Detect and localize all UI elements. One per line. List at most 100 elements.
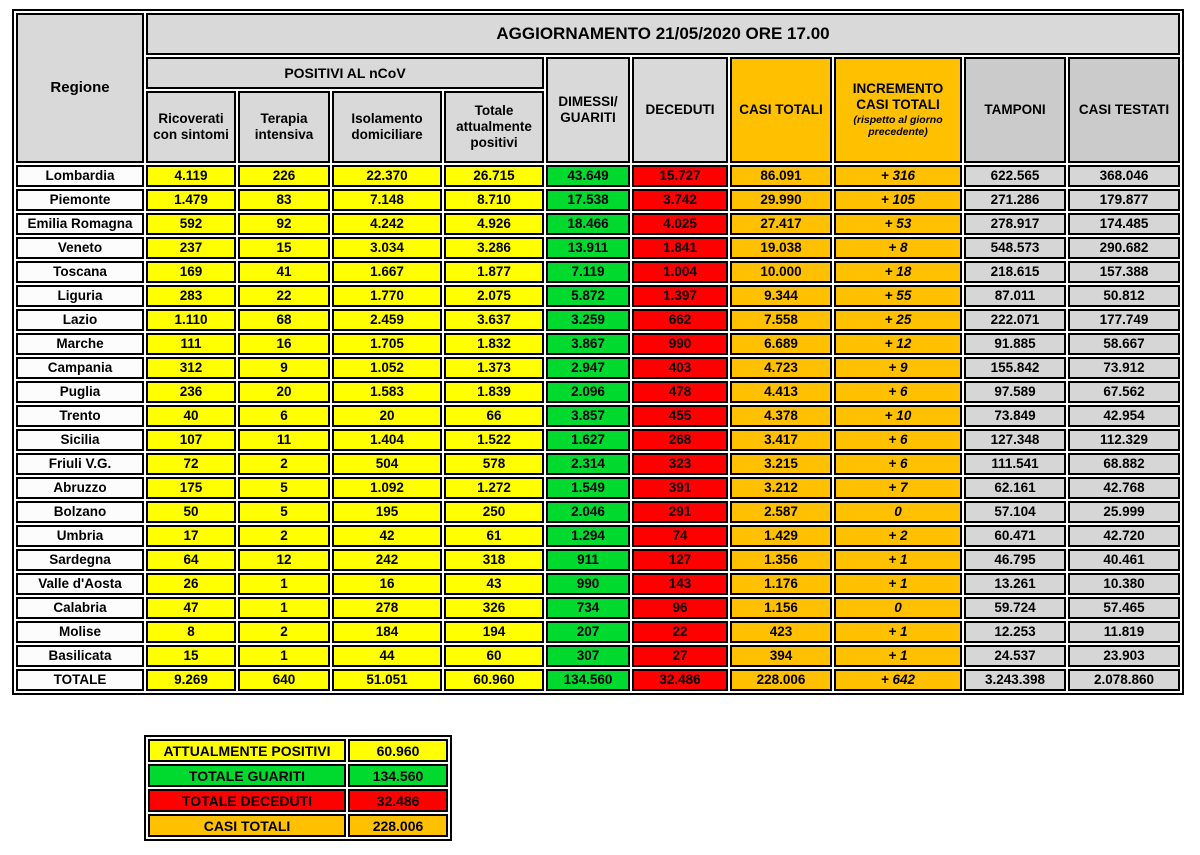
data-cell: 41 (238, 261, 330, 283)
region-label: Toscana (16, 261, 144, 283)
data-cell: 25.999 (1068, 501, 1180, 523)
data-cell: 1.429 (730, 525, 832, 547)
data-cell: 18.466 (546, 213, 630, 235)
col-header-incremento: INCREMENTO CASI TOTALI (rispetto al gior… (834, 57, 962, 163)
data-cell: + 9 (834, 357, 962, 379)
data-cell: + 1 (834, 573, 962, 595)
data-cell: 640 (238, 669, 330, 691)
col-header-dimessi-guariti: DIMESSI/ GUARITI (546, 57, 630, 163)
data-cell: 20 (332, 405, 442, 427)
data-cell: 42.954 (1068, 405, 1180, 427)
data-cell: 43.649 (546, 165, 630, 187)
data-cell: 3.212 (730, 477, 832, 499)
data-cell: 83 (238, 189, 330, 211)
data-cell: 1.627 (546, 429, 630, 451)
data-cell: 42 (332, 525, 442, 547)
data-cell: 318 (444, 549, 544, 571)
data-cell: 7.119 (546, 261, 630, 283)
data-cell: 1.052 (332, 357, 442, 379)
data-cell: 26.715 (444, 165, 544, 187)
data-cell: 290.682 (1068, 237, 1180, 259)
data-cell: 3.637 (444, 309, 544, 331)
data-cell: 455 (632, 405, 728, 427)
data-cell: + 1 (834, 549, 962, 571)
table-body: Lombardia 4.119 226 22.370 26.715 43.649 15.72… (16, 165, 1180, 691)
data-cell: 1.397 (632, 285, 728, 307)
data-cell: 10.000 (730, 261, 832, 283)
table-row: Abruzzo 175 5 1.092 1.272 1.549 391 3.212 + 7 62.… (16, 477, 1180, 499)
table-row: Piemonte 1.479 83 7.148 8.710 17.538 3.742 29.9… (16, 189, 1180, 211)
col-header-isolamento: Isolamento domiciliare (332, 91, 442, 163)
col-header-casi-totali: CASI TOTALI (730, 57, 832, 163)
data-cell: 207 (546, 621, 630, 643)
table-row: Molise 8 2 184 194 207 22 423 + 1 12.253 11.819 (16, 621, 1180, 643)
data-cell: 1.479 (146, 189, 236, 211)
data-cell: 22 (238, 285, 330, 307)
data-cell: 143 (632, 573, 728, 595)
data-cell: 155.842 (964, 357, 1066, 379)
data-cell: 86.091 (730, 165, 832, 187)
region-label: Abruzzo (16, 477, 144, 499)
region-label: Piemonte (16, 189, 144, 211)
data-cell: 6.689 (730, 333, 832, 355)
sub-header-row: Ricoverati con sintomi Terapia intensiva… (16, 91, 1180, 163)
region-label: TOTALE (16, 669, 144, 691)
data-cell: 15 (146, 645, 236, 667)
data-cell: + 10 (834, 405, 962, 427)
data-cell: 68.882 (1068, 453, 1180, 475)
data-cell: 4.378 (730, 405, 832, 427)
data-cell: 0 (834, 597, 962, 619)
data-cell: 112.329 (1068, 429, 1180, 451)
data-cell: 8 (146, 621, 236, 643)
table-row: Umbria 17 2 42 61 1.294 74 1.429 + 2 60.471 42.720 (16, 525, 1180, 547)
data-cell: 3.857 (546, 405, 630, 427)
data-cell: 9.344 (730, 285, 832, 307)
data-cell: 578 (444, 453, 544, 475)
data-cell: 268 (632, 429, 728, 451)
data-cell: 2.075 (444, 285, 544, 307)
table-row: Trento 40 6 20 66 3.857 455 4.378 + 10 73.849 42.9… (16, 405, 1180, 427)
data-cell: 51.051 (332, 669, 442, 691)
data-cell: 22.370 (332, 165, 442, 187)
data-cell: 0 (834, 501, 962, 523)
data-cell: 27.417 (730, 213, 832, 235)
data-cell: + 642 (834, 669, 962, 691)
data-cell: 1.092 (332, 477, 442, 499)
data-cell: 57.104 (964, 501, 1066, 523)
data-cell: 169 (146, 261, 236, 283)
data-cell: 12 (238, 549, 330, 571)
data-cell: 3.243.398 (964, 669, 1066, 691)
data-cell: 195 (332, 501, 442, 523)
data-cell: 5 (238, 477, 330, 499)
data-cell: 179.877 (1068, 189, 1180, 211)
data-cell: 13.261 (964, 573, 1066, 595)
table-row: Puglia 236 20 1.583 1.839 2.096 478 4.413 + 6 97.… (16, 381, 1180, 403)
col-header-casi-testati: CASI TESTATI (1068, 57, 1180, 163)
data-cell: 15.727 (632, 165, 728, 187)
data-cell: + 8 (834, 237, 962, 259)
data-cell: 423 (730, 621, 832, 643)
legend-row-casi-totali: CASI TOTALI 228.006 (148, 814, 448, 837)
data-cell: 990 (546, 573, 630, 595)
col-header-tamponi: TAMPONI (964, 57, 1066, 163)
region-label: Lazio (16, 309, 144, 331)
data-cell: 2.947 (546, 357, 630, 379)
data-cell: 2 (238, 525, 330, 547)
data-cell: 50.812 (1068, 285, 1180, 307)
data-cell: + 6 (834, 381, 962, 403)
data-cell: 222.071 (964, 309, 1066, 331)
data-cell: 1.841 (632, 237, 728, 259)
data-cell: 42.768 (1068, 477, 1180, 499)
table-row: Friuli V.G. 72 2 504 578 2.314 323 3.215 + 6 111.… (16, 453, 1180, 475)
data-cell: 7.148 (332, 189, 442, 211)
data-cell: + 12 (834, 333, 962, 355)
data-cell: 17.538 (546, 189, 630, 211)
data-cell: 67.562 (1068, 381, 1180, 403)
data-cell: + 2 (834, 525, 962, 547)
data-cell: 5 (238, 501, 330, 523)
data-cell: 548.573 (964, 237, 1066, 259)
data-cell: 91.885 (964, 333, 1066, 355)
data-cell: 734 (546, 597, 630, 619)
data-cell: 307 (546, 645, 630, 667)
data-cell: 59.724 (964, 597, 1066, 619)
